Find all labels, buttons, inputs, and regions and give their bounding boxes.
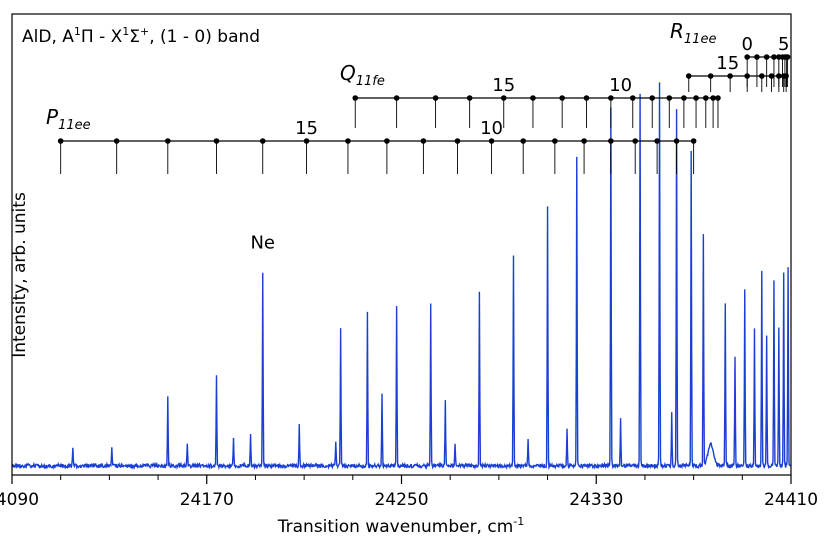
branch-letter: R <box>670 19 684 43</box>
x-axis-label: Transition wavenumber, cm-1 <box>277 515 525 537</box>
branch-line-marker <box>715 95 721 101</box>
branch-line-marker <box>693 95 699 101</box>
branch-line-marker <box>666 95 673 101</box>
branch-line-marker <box>710 95 716 101</box>
series-layer: Ne <box>11 82 792 471</box>
branch-letter: P <box>46 105 59 129</box>
spectrum-series-line <box>11 82 792 471</box>
branch-line-marker <box>673 138 680 144</box>
branch-line-marker <box>758 73 765 79</box>
branch-line-marker <box>345 138 351 144</box>
branch-line-marker <box>57 138 64 144</box>
branch-letter: Q <box>340 61 356 85</box>
branch-line-marker <box>432 95 439 101</box>
branch-line-marker <box>581 138 587 144</box>
branch-line-marker <box>763 54 770 60</box>
branch-subscript: 11fe <box>356 74 385 89</box>
branch-line-marker <box>113 138 120 144</box>
annotation-label: Ne <box>250 232 275 253</box>
branch-line-marker <box>681 95 687 101</box>
branch-j-label: 15 <box>295 118 318 139</box>
branch-line-marker <box>771 54 777 60</box>
y-axis-label: Intensity, arb. units <box>10 192 30 358</box>
branch-P-group: 15 10 P11ee <box>46 105 697 174</box>
branch-line-marker <box>629 95 636 101</box>
branch-line-marker <box>654 138 660 144</box>
branch-line-marker <box>520 138 527 144</box>
branch-j-label: 5 <box>778 34 789 55</box>
x-tick-label: 24170 <box>180 490 234 510</box>
branch-j-label: 0 <box>741 34 752 55</box>
branch-line-marker <box>632 138 638 144</box>
branch-line-marker <box>420 138 427 144</box>
branch-subscript: 11ee <box>684 32 717 47</box>
plot-frame <box>11 13 792 476</box>
x-tick-label: 24250 <box>374 490 428 510</box>
branch-line-marker <box>259 138 266 144</box>
branch-line-marker <box>352 95 359 101</box>
branch-name-label: Q11fe <box>340 61 385 89</box>
branch-line-marker <box>552 138 558 144</box>
x-tick-label: 24330 <box>569 490 623 510</box>
branch-line-marker <box>213 138 220 144</box>
branch-line-marker <box>393 95 400 101</box>
branch-line-marker <box>649 95 656 101</box>
branch-subscript: 11ee <box>58 118 91 133</box>
branch-line-marker <box>384 138 390 144</box>
branch-j-label: 10 <box>480 118 503 139</box>
branch-line-marker <box>454 138 461 144</box>
branch-line-marker <box>702 95 709 101</box>
branch-name-label: R11ee <box>670 19 716 47</box>
branch-line-marker <box>685 73 692 79</box>
branch-j-label: 10 <box>609 75 632 96</box>
branch-line-marker <box>488 138 495 144</box>
branch-line-marker <box>768 73 775 79</box>
branch-line-marker <box>559 95 565 101</box>
axes-layer: 24090 24170 24250 24330 24410 <box>0 13 818 510</box>
branch-j-label: 15 <box>716 53 739 74</box>
branch-j-label: 15 <box>492 75 515 96</box>
branch-line-marker <box>727 73 733 79</box>
branch-line-marker <box>690 138 697 144</box>
branch-line-marker <box>608 95 614 101</box>
branch-name-label: P11ee <box>46 105 91 133</box>
branch-line-marker <box>754 54 760 60</box>
branch-line-marker <box>500 95 507 101</box>
branch-line-marker <box>783 73 789 79</box>
branch-Q-group: 15 10 Q11fe <box>340 61 721 128</box>
branch-line-marker <box>303 138 310 144</box>
branch-line-marker <box>608 138 614 144</box>
branch-line-marker <box>784 54 791 60</box>
branch-line-marker <box>744 54 750 60</box>
branch-line-marker <box>707 73 714 79</box>
branch-line-marker <box>583 95 590 101</box>
branch-line-marker <box>466 95 473 101</box>
branch-line-marker <box>530 95 536 101</box>
x-tick-label: 24410 <box>764 490 818 510</box>
chart-title: AlD, A1Π - X1Σ+, (1 - 0) band <box>22 25 260 47</box>
x-tick-label: 24090 <box>0 490 39 510</box>
branch-line-marker <box>165 138 171 144</box>
